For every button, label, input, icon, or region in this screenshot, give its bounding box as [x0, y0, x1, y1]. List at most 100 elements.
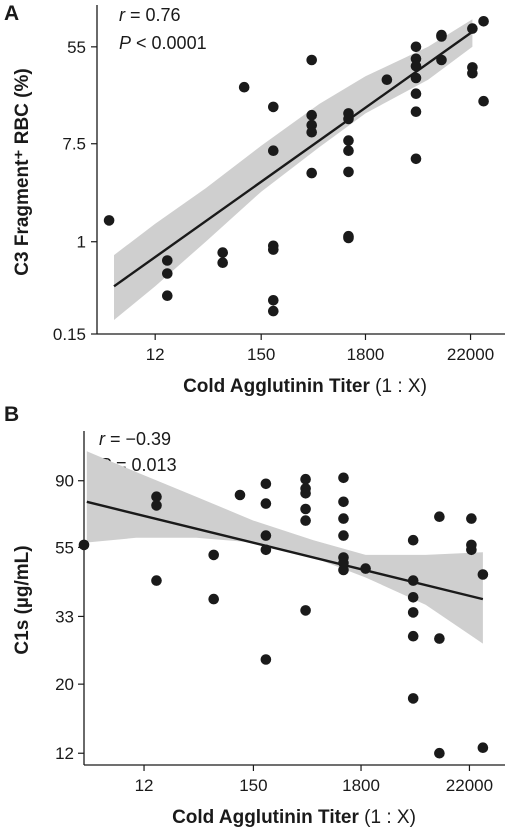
panel-a-data-point: [268, 295, 279, 306]
panel-a-data-point: [306, 126, 318, 138]
panel-a-data-point: [268, 305, 279, 317]
panel-b-data-point: [434, 633, 445, 644]
panel-a-y-axis-title: C3 Fragment⁺ RBC (%): [12, 68, 33, 275]
panel-b-stats-r: r = −0.39: [99, 429, 171, 449]
panel-b-data-point: [260, 654, 272, 665]
panel-a-x-tick-label: 150: [247, 345, 275, 364]
panel-b-data-point: [477, 569, 489, 580]
panel-a-data-point: [436, 31, 447, 42]
panel-a-data-point: [268, 244, 279, 255]
panel-a-x-tick-label: 12: [146, 345, 165, 364]
panel-b-data-point: [407, 607, 419, 618]
panel-a-data-point: [306, 54, 318, 66]
panel-b-y-axis-title: C1s (µg/mL): [12, 545, 33, 654]
panel-b-data-point: [234, 489, 246, 501]
panel-b-data-point: [466, 544, 477, 556]
panel-b-data-point: [466, 513, 477, 524]
panel-a-data-point: [410, 72, 422, 84]
panel-b-data-point: [151, 500, 162, 511]
panel-b-y-tick-label: 55: [55, 538, 74, 557]
panel-a-letter: A: [4, 2, 19, 25]
panel-b-data-point: [338, 496, 349, 508]
panel-b-data-point: [78, 539, 90, 551]
panel-b-data-point: [208, 549, 219, 561]
panel-b-y-tick-label: 20: [55, 675, 74, 694]
panel-a-data-point: [343, 145, 354, 156]
panel-a-stats-p: P < 0.0001: [119, 33, 207, 53]
panel-a-y-tick-label: 1: [77, 233, 86, 252]
panel-a-data-point: [410, 88, 422, 99]
panel-b-data-point: [260, 478, 272, 490]
panel-b-data-point: [338, 513, 349, 524]
panel-a-data-point: [381, 74, 393, 85]
panel-b-x-tick-label: 1800: [342, 776, 380, 795]
panel-a-data-point: [238, 81, 250, 93]
panel-b-data-point: [360, 563, 371, 574]
panel-b-data-point: [477, 742, 489, 753]
panel-b-data-point: [338, 530, 349, 541]
panel-a-data-point: [410, 106, 422, 117]
panel-b-y-tick-label: 90: [55, 472, 74, 491]
panel-b-x-tick-label: 22000: [446, 776, 493, 795]
panel-b-data-point: [434, 511, 445, 522]
panel-b-data-point: [407, 693, 419, 704]
panel-a-data-point: [103, 215, 115, 226]
panel-b-data-point: [260, 544, 272, 556]
panel-b-data-point: [434, 747, 445, 759]
panel-a-data-point: [306, 167, 318, 179]
panel-b-data-point: [300, 605, 311, 616]
panel-b-data-point: [300, 515, 311, 526]
panel-b-data-point: [300, 473, 311, 485]
panel-b-confidence-band: [86, 451, 483, 644]
panel-a-y-tick-label: 55: [67, 38, 86, 57]
panel-b-data-point: [300, 503, 311, 515]
panel-a-data-point: [306, 109, 318, 121]
panel-a-data-point: [268, 101, 279, 113]
panel-a-data-point: [162, 290, 173, 302]
panel-a-data-point: [162, 255, 173, 266]
panel-a-data-point: [343, 113, 354, 125]
panel-b-data-point: [407, 534, 419, 546]
panel-a-data-point: [343, 166, 354, 178]
panel-b-x-tick-label: 12: [135, 776, 154, 795]
panel-a-data-point: [162, 268, 173, 279]
panel-b-data-point: [151, 491, 162, 503]
panel-b-data-point: [338, 564, 349, 576]
panel-a-data-point: [467, 67, 478, 79]
panel-a-data-point: [436, 54, 447, 66]
panel-b-data-point: [338, 472, 349, 484]
panel-b-data-point: [407, 630, 419, 642]
panel-b-y-tick-label: 12: [55, 744, 74, 763]
panel-a-x-tick-label: 22000: [447, 345, 494, 364]
panel-a-data-point: [478, 95, 489, 107]
panel-b-data-point: [260, 530, 272, 541]
panel-b-data-point: [407, 575, 419, 586]
panel-b-x-axis-title: Cold Agglutinin Titer (1 : X): [172, 807, 416, 828]
panel-b-regression-line: [86, 500, 484, 601]
panel-b-data-point: [300, 488, 311, 499]
panel-b-data-point: [407, 592, 419, 603]
panel-a-chart: A r = 0.76 P < 0.0001 Cold Agglutinin Ti…: [4, 2, 505, 397]
panel-a-data-point: [467, 23, 478, 34]
panel-a-data-point: [343, 135, 354, 146]
panel-a-stats-r: r = 0.76: [119, 5, 181, 25]
panel-a-y-tick-label: 7.5: [62, 135, 86, 154]
panel-a-data-point: [268, 145, 279, 156]
panel-a-data-point: [343, 232, 354, 244]
panel-b-data-point: [208, 593, 219, 605]
panel-b-letter: B: [4, 403, 19, 426]
panel-b-x-tick-label: 150: [239, 776, 267, 795]
panel-a-data-point: [410, 60, 422, 72]
panel-a-data-point: [217, 257, 228, 269]
panel-b-data-point: [260, 498, 272, 509]
panel-a-data-point: [217, 247, 228, 258]
panel-a-data-point: [410, 153, 422, 165]
panel-a-data-point: [410, 53, 422, 65]
panel-b-chart: B r = −0.39 P = 0.013 Cold Agglutinin Ti…: [4, 403, 505, 828]
panel-a-data-point: [410, 41, 422, 53]
panel-b-data-point: [151, 575, 162, 586]
panel-a-data-point: [478, 15, 489, 27]
panel-b-y-tick-label: 33: [55, 607, 74, 626]
panel-a-x-axis-title: Cold Agglutinin Titer (1 : X): [183, 376, 427, 397]
